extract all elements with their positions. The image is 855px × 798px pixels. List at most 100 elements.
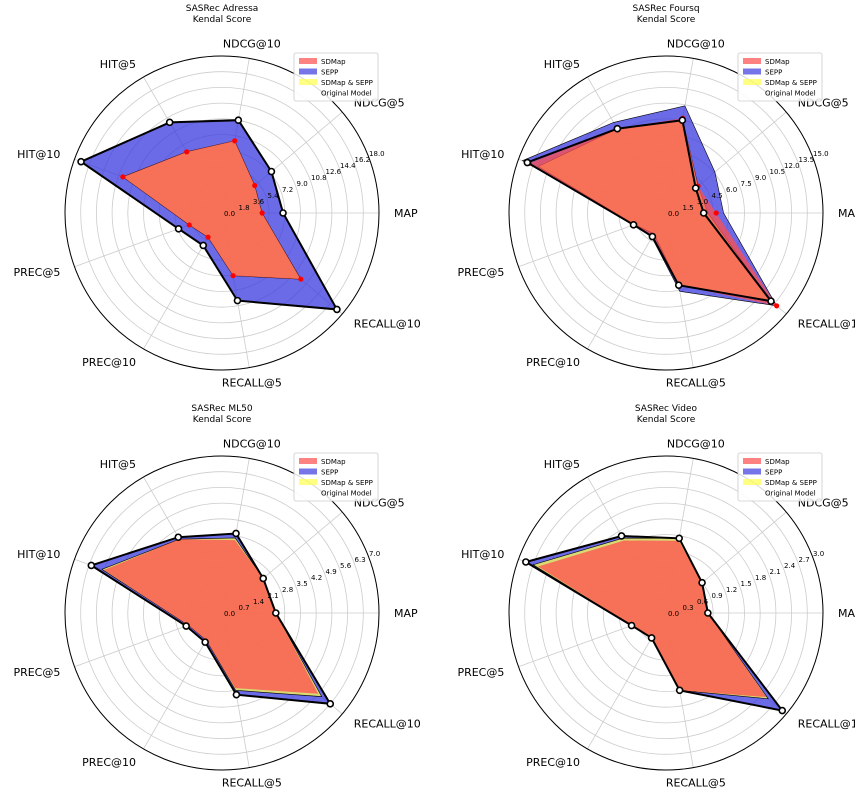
legend-swatch-sdmap	[299, 458, 317, 464]
legend: SDMap SEPP SDMap & SEPP Original Model	[293, 452, 379, 502]
legend-label-both: SDMap & SEPP	[321, 479, 373, 487]
axis-label: HIT@10	[461, 148, 504, 161]
original-point	[326, 700, 335, 708]
legend-swatch-both	[299, 79, 317, 85]
original-point	[675, 686, 684, 695]
chart-title: SASRec Video	[635, 404, 698, 414]
axis-label: HIT@10	[17, 148, 60, 161]
radial-tick-label: 2.4	[784, 562, 796, 570]
original-point	[778, 706, 787, 715]
radial-tick-label: 16.2	[355, 156, 371, 164]
legend-label-sepp: SEPP	[321, 469, 338, 477]
radial-tick-label: 12.0	[784, 162, 800, 170]
legend-label-sepp: SEPP	[321, 69, 338, 77]
series-original-line	[78, 119, 339, 311]
chart-subtitle: Kendal Score	[193, 415, 252, 425]
legend-swatch-sepp	[299, 468, 317, 475]
axis-label: HIT@5	[100, 58, 136, 71]
radial-tick-label: 9.0	[755, 174, 766, 182]
original-point	[174, 225, 183, 233]
axis-label: HIT@10	[17, 548, 60, 561]
radial-tick-label: 10.8	[311, 174, 327, 182]
legend-swatch-both	[743, 79, 761, 85]
original-point	[675, 534, 683, 543]
legend-box	[737, 452, 823, 502]
radial-tick-label: 7.2	[282, 186, 293, 194]
axis-label: PREC@5	[13, 666, 60, 679]
chart-subtitle: Kendal Score	[637, 15, 696, 25]
radial-tick-label: 4.5	[712, 192, 723, 200]
radial-tick-label: 1.5	[741, 580, 752, 588]
radial-tick-label: 5.4	[268, 192, 280, 200]
radial-tick-label: 0.0	[668, 210, 679, 218]
original-point	[704, 609, 712, 617]
legend-swatch-sdmap	[743, 458, 761, 464]
radial-tick-label: 0.0	[224, 610, 235, 618]
original-point	[522, 558, 530, 566]
legend-swatch-sepp	[299, 68, 317, 75]
polar-frame	[508, 55, 824, 371]
axis-label: RECALL@10	[354, 718, 421, 731]
legend-swatch-both	[743, 479, 761, 485]
axis-label: RECALL@5	[222, 376, 282, 389]
legend-label-original: Original Model	[321, 90, 372, 98]
radial-tick-label: 3.6	[253, 198, 265, 206]
radial-tick-label: 1.8	[755, 574, 766, 582]
original-point	[201, 638, 209, 646]
axis-label: HIT@10	[461, 548, 504, 561]
legend-label-both: SDMap & SEPP	[321, 79, 373, 87]
axis-label: PREC@10	[82, 356, 136, 369]
original-point	[767, 297, 775, 305]
axis-label: HIT@5	[544, 458, 580, 471]
radial-tick-label: 2.1	[770, 568, 781, 576]
legend-label-sepp: SEPP	[765, 69, 782, 77]
axis-label: RECALL@5	[666, 376, 726, 389]
radial-tick-label: 6.3	[355, 556, 366, 564]
original-point	[699, 209, 708, 217]
radial-tick-label: 4.9	[326, 568, 337, 576]
polar-frame	[64, 55, 380, 371]
legend-box	[737, 52, 823, 102]
axis-label: MAP	[394, 607, 418, 620]
radial-tick-label: 0.6	[697, 598, 709, 606]
axis-label: RECALL@5	[222, 776, 282, 789]
sdmap-point	[186, 222, 192, 228]
radial-tick-label: 3.5	[297, 580, 308, 588]
sdmap-point	[205, 234, 211, 240]
chart-title: SASRec Foursq	[632, 4, 699, 14]
sdmap-point	[230, 273, 236, 279]
axis-label: NDCG@10	[667, 438, 725, 451]
radial-tick-label: 3.0	[813, 550, 824, 558]
original-point	[233, 296, 242, 305]
axis-label: NDCG@10	[223, 38, 281, 51]
original-point	[199, 241, 208, 250]
legend-label-both: SDMap & SEPP	[765, 79, 817, 87]
legend-swatch-sdmap	[743, 58, 761, 64]
original-point	[333, 305, 341, 314]
sdmap-point	[120, 174, 126, 180]
radial-tick-label: 7.5	[741, 180, 752, 188]
radial-tick-label: 0.7	[239, 604, 250, 612]
axis-label: HIT@5	[544, 58, 580, 71]
radial-tick-label: 15.0	[813, 150, 829, 158]
legend-label-sdmap: SDMap	[321, 458, 346, 466]
sdmap-point	[184, 149, 190, 155]
legend-swatch-sepp	[743, 68, 761, 75]
original-point	[523, 158, 532, 167]
original-point	[648, 232, 657, 241]
chart-title: SASRec ML50	[191, 404, 252, 414]
radial-tick-label: 12.6	[326, 168, 342, 176]
legend-label-sdmap: SDMap	[765, 458, 790, 466]
original-point	[165, 118, 174, 127]
legend-label-sdmap: SDMap	[321, 58, 346, 66]
legend: SDMap SEPP SDMap & SEPP Original Model	[737, 452, 823, 502]
series-area-sdmap	[529, 118, 777, 306]
polar-frame	[64, 455, 380, 771]
radial-tick-label: 9.0	[297, 180, 308, 188]
legend-label-original: Original Model	[765, 90, 816, 98]
radial-tick-label: 0.0	[224, 210, 235, 218]
radial-tick-label: 0.9	[712, 592, 723, 600]
